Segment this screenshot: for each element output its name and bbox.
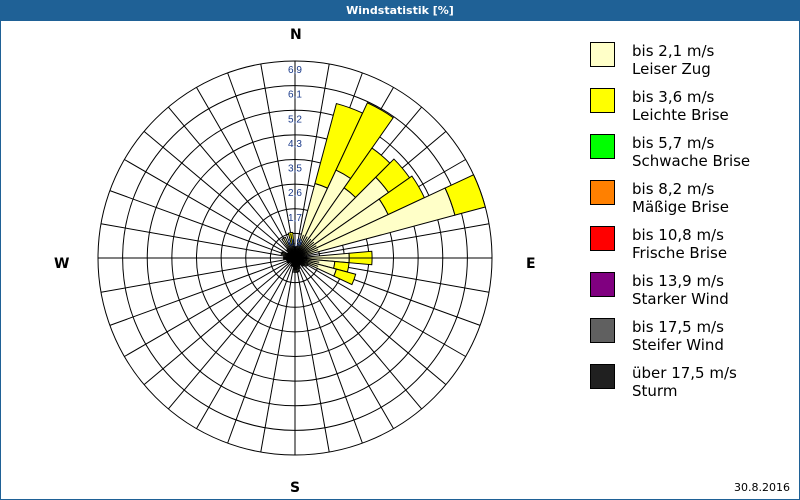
- legend-swatch: [590, 88, 615, 113]
- svg-text:2,6: 2,6: [288, 188, 302, 199]
- svg-text:3,5: 3,5: [288, 164, 302, 175]
- compass-west-label: W: [54, 256, 70, 272]
- legend-swatch: [590, 134, 615, 159]
- svg-text:6,9: 6,9: [288, 65, 302, 76]
- legend-swatch: [590, 318, 615, 343]
- legend-speed: bis 2,1 m/s: [632, 42, 715, 60]
- legend-name: Leichte Brise: [632, 106, 729, 124]
- legend-speed: über 17,5 m/s: [632, 364, 737, 382]
- legend-swatch: [590, 364, 615, 389]
- legend-swatch: [590, 226, 615, 251]
- legend-swatch: [590, 272, 615, 297]
- legend-speed: bis 8,2 m/s: [632, 180, 715, 198]
- wind-rose-chart: 0,9 1,7 2,6 3,5 4,3 5,2 6,1 6,9: [97, 60, 493, 456]
- legend-speed: bis 17,5 m/s: [632, 318, 724, 336]
- legend-name: Schwache Brise: [632, 152, 751, 170]
- svg-text:6,1: 6,1: [288, 90, 302, 101]
- legend-name: Mäßige Brise: [632, 198, 729, 216]
- legend-swatch: [590, 42, 615, 67]
- legend-name: Starker Wind: [632, 290, 729, 308]
- legend-speed: bis 10,8 m/s: [632, 226, 724, 244]
- wind-petals: [280, 102, 486, 286]
- legend-name: Frische Brise: [632, 244, 728, 262]
- svg-text:4,3: 4,3: [288, 139, 302, 150]
- legend-speed: bis 3,6 m/s: [632, 88, 715, 106]
- svg-text:0,9: 0,9: [288, 237, 302, 248]
- legend-name: Sturm: [632, 382, 678, 400]
- svg-text:1,7: 1,7: [288, 213, 302, 224]
- legend-name: Leiser Zug: [632, 60, 711, 78]
- compass-east-label: E: [526, 256, 536, 272]
- svg-text:5,2: 5,2: [288, 114, 302, 125]
- legend-name: Steifer Wind: [632, 336, 724, 354]
- compass-north-label: N: [290, 27, 302, 43]
- legend-swatch: [590, 180, 615, 205]
- legend-speed: bis 13,9 m/s: [632, 272, 724, 290]
- compass-south-label: S: [290, 480, 301, 496]
- legend-speed: bis 5,7 m/s: [632, 134, 715, 152]
- date-stamp: 30.8.2016: [734, 481, 790, 494]
- window-title: Windstatistik [%]: [0, 0, 800, 21]
